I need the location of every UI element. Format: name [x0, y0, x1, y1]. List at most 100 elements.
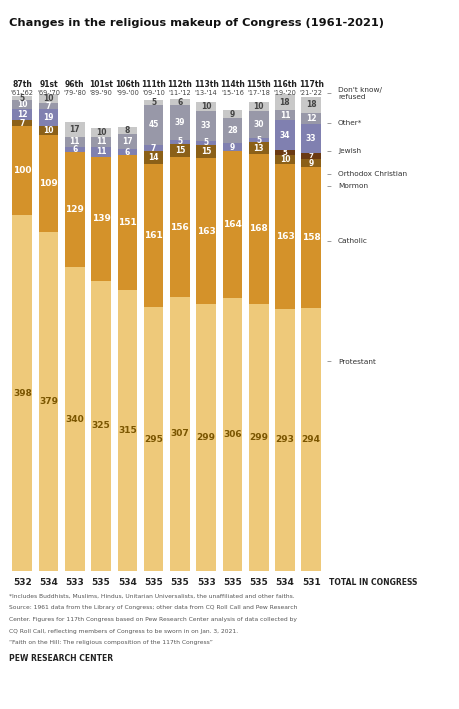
- Bar: [65, 267, 84, 571]
- Text: 9: 9: [308, 159, 313, 168]
- Text: 14: 14: [148, 153, 158, 162]
- Text: CQ Roll Call, reflecting members of Congress to be sworn in on Jan. 3, 2021.: CQ Roll Call, reflecting members of Cong…: [9, 628, 238, 634]
- Bar: [301, 308, 320, 571]
- Text: 6: 6: [124, 147, 130, 157]
- Text: '17-'18: '17-'18: [246, 90, 269, 96]
- Text: TOTAL IN CONGRESS: TOTAL IN CONGRESS: [328, 578, 416, 587]
- Bar: [301, 123, 320, 153]
- Bar: [12, 96, 32, 101]
- Text: 111th: 111th: [141, 79, 166, 89]
- Text: 307: 307: [170, 429, 189, 438]
- Bar: [117, 127, 137, 134]
- Text: 294: 294: [301, 435, 320, 444]
- Bar: [170, 157, 189, 297]
- Bar: [170, 140, 189, 144]
- Bar: [274, 309, 294, 571]
- Bar: [39, 103, 58, 109]
- Bar: [301, 97, 320, 113]
- Text: 109: 109: [39, 179, 58, 189]
- Text: 299: 299: [249, 432, 268, 442]
- Text: '21-'22: '21-'22: [299, 90, 322, 96]
- Bar: [117, 150, 137, 155]
- Text: 293: 293: [275, 435, 294, 445]
- Text: 10: 10: [253, 102, 263, 111]
- Text: Protestant: Protestant: [337, 359, 375, 364]
- Text: 11: 11: [69, 138, 80, 146]
- Bar: [39, 126, 58, 135]
- Text: 100: 100: [13, 167, 32, 175]
- Bar: [222, 110, 242, 118]
- Text: '99-'00: '99-'00: [116, 90, 139, 96]
- Bar: [170, 297, 189, 571]
- Bar: [248, 102, 268, 111]
- Text: 532: 532: [13, 578, 32, 587]
- Text: 534: 534: [275, 578, 294, 587]
- Text: –: –: [326, 182, 330, 191]
- Text: 101st: 101st: [89, 79, 113, 89]
- Text: 163: 163: [275, 232, 294, 241]
- Bar: [65, 147, 84, 152]
- Bar: [39, 135, 58, 233]
- Text: 96th: 96th: [65, 79, 84, 89]
- Bar: [248, 304, 268, 571]
- Text: 10: 10: [201, 102, 211, 111]
- Text: 535: 535: [249, 578, 268, 587]
- Text: –: –: [326, 89, 330, 99]
- Text: 114th: 114th: [219, 79, 244, 89]
- Text: 379: 379: [39, 397, 58, 406]
- Text: 12: 12: [17, 110, 28, 119]
- Text: –: –: [326, 357, 330, 367]
- Bar: [274, 155, 294, 164]
- Bar: [222, 118, 242, 143]
- Text: '19-'20: '19-'20: [273, 90, 296, 96]
- Text: Other*: Other*: [337, 120, 362, 125]
- Bar: [248, 138, 268, 143]
- Bar: [39, 109, 58, 126]
- Bar: [39, 233, 58, 571]
- Text: 11: 11: [279, 111, 290, 120]
- Text: 535: 535: [223, 578, 241, 587]
- Bar: [117, 155, 137, 289]
- Text: 398: 398: [13, 389, 32, 398]
- Text: Catholic: Catholic: [337, 238, 367, 244]
- Text: 8: 8: [124, 126, 130, 135]
- Text: 315: 315: [118, 425, 136, 435]
- Text: 117th: 117th: [298, 79, 323, 89]
- Text: 9: 9: [230, 110, 235, 118]
- Bar: [274, 120, 294, 150]
- Text: '11-'12: '11-'12: [168, 90, 191, 96]
- Bar: [144, 105, 163, 145]
- Text: 6: 6: [72, 145, 77, 154]
- Text: 19: 19: [43, 113, 54, 122]
- Text: 9: 9: [230, 143, 235, 152]
- Text: 15: 15: [201, 147, 211, 156]
- Bar: [65, 137, 84, 147]
- Text: 15: 15: [174, 146, 185, 155]
- Text: 299: 299: [196, 432, 215, 442]
- Text: 10: 10: [95, 128, 106, 137]
- Bar: [39, 94, 58, 103]
- Text: '09-'10: '09-'10: [142, 90, 165, 96]
- Bar: [248, 143, 268, 154]
- Text: 18: 18: [279, 98, 290, 106]
- Bar: [196, 158, 216, 304]
- Text: 535: 535: [170, 578, 189, 587]
- Bar: [12, 120, 32, 126]
- Bar: [274, 164, 294, 309]
- Text: Mormon: Mormon: [337, 184, 367, 189]
- Text: '13-'14: '13-'14: [194, 90, 217, 96]
- Text: 34: 34: [279, 130, 290, 140]
- Text: 164: 164: [223, 220, 241, 229]
- Text: 534: 534: [118, 578, 136, 587]
- Text: Changes in the religious makeup of Congress (1961-2021): Changes in the religious makeup of Congr…: [9, 18, 383, 28]
- Text: 115th: 115th: [246, 79, 270, 89]
- Bar: [196, 145, 216, 158]
- Bar: [248, 154, 268, 304]
- Text: 295: 295: [144, 435, 162, 444]
- Text: 12: 12: [305, 113, 316, 123]
- Text: PEW RESEARCH CENTER: PEW RESEARCH CENTER: [9, 654, 113, 663]
- Text: 5: 5: [177, 138, 182, 146]
- Text: 28: 28: [227, 126, 237, 135]
- Bar: [144, 164, 163, 308]
- Bar: [196, 111, 216, 140]
